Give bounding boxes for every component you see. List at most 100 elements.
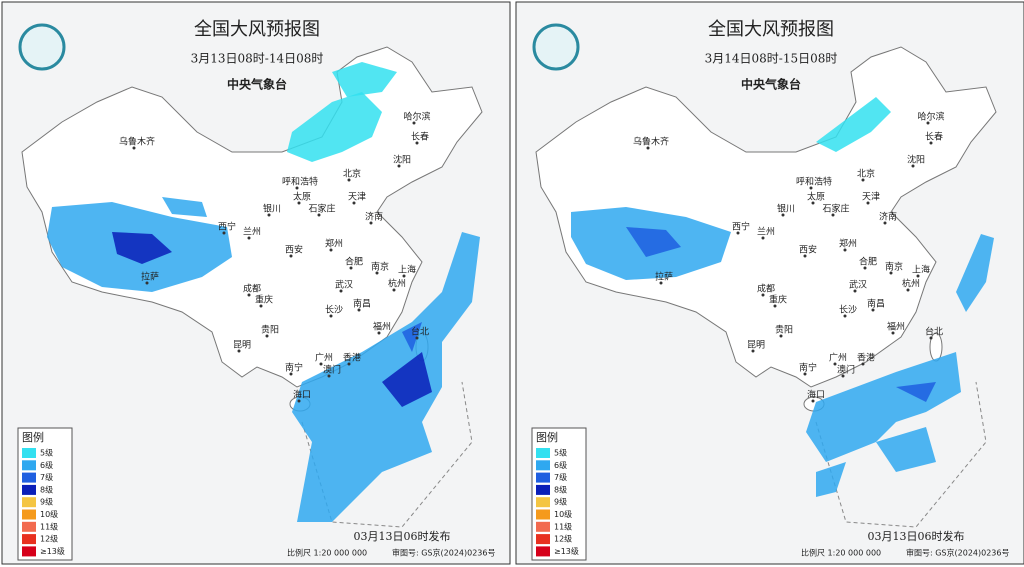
city-label: 西安 (285, 244, 303, 256)
city-label: 银川 (263, 203, 281, 215)
city-dot (265, 334, 269, 338)
city-dot (843, 248, 847, 252)
wind-area (402, 322, 422, 352)
map-title: 全国大风预报图 (708, 19, 834, 40)
wind-area (292, 232, 480, 522)
city-dot (841, 374, 845, 378)
legend-label: 9级 (554, 497, 567, 507)
city-dot (339, 289, 343, 293)
legend-label: 11级 (40, 521, 58, 531)
city-label: 台北 (411, 326, 429, 338)
city-label: 成都 (757, 283, 775, 295)
city-dot (843, 314, 847, 318)
city-label: 武汉 (335, 279, 353, 291)
city-label: 上海 (912, 264, 930, 276)
city-dot (646, 146, 650, 150)
china-outline (535, 46, 997, 388)
city-label: 济南 (365, 211, 383, 223)
city-label: 呼和浩特 (282, 176, 318, 188)
wind-area (816, 97, 891, 152)
city-dot (352, 201, 356, 205)
city-dot (402, 274, 406, 278)
city-dot (803, 254, 807, 258)
city-dot (132, 146, 136, 150)
legend-label: 6级 (554, 460, 567, 470)
wind-area (332, 62, 397, 97)
city-dot (916, 274, 920, 278)
legend-label: 12级 (554, 534, 572, 544)
city-label: 台北 (925, 326, 943, 338)
legend-label: 10级 (554, 509, 572, 519)
city-label: 兰州 (757, 226, 775, 238)
city-label: 合肥 (859, 256, 877, 268)
approval-no: 审图号: GS京(2024)0236号 (906, 548, 1009, 558)
city-label: 武汉 (849, 279, 867, 291)
city-dot (861, 178, 865, 182)
legend-swatch (22, 534, 36, 545)
city-dot (761, 236, 765, 240)
legend-swatch (22, 509, 36, 520)
legend-swatch (536, 509, 550, 520)
city-dot (329, 248, 333, 252)
city-label: 杭州 (902, 278, 920, 290)
sea-boundary (815, 381, 987, 528)
city-dot (237, 349, 241, 353)
wind-area (287, 92, 382, 162)
city-label: 重庆 (255, 294, 273, 306)
legend-swatch (536, 521, 550, 532)
legend-swatch (22, 497, 36, 508)
legend-swatch (22, 472, 36, 483)
city-dot (347, 178, 351, 182)
city-label: 乌鲁木齐 (633, 136, 669, 148)
city-dot (883, 221, 887, 225)
city-dot (319, 362, 323, 366)
city-label: 石家庄 (308, 203, 335, 215)
city-dot (357, 308, 361, 312)
city-dot (412, 121, 416, 125)
city-label: 西宁 (218, 221, 236, 233)
legend-swatch (536, 448, 550, 458)
legend-label: ≥13级 (554, 546, 579, 556)
legend-swatch (22, 484, 36, 495)
city-dot (259, 304, 263, 308)
city-dot (781, 213, 785, 217)
city-label: 贵阳 (775, 324, 793, 336)
city-dot (415, 336, 419, 340)
city-label: 西宁 (732, 221, 750, 233)
wind-area (956, 234, 994, 312)
city-dot (397, 164, 401, 168)
legend-label: 10级 (40, 509, 58, 519)
city-label: 长春 (411, 131, 429, 143)
city-dot (736, 231, 740, 235)
legend-title: 图例 (22, 430, 44, 444)
legend-swatch (22, 460, 36, 471)
wind-area (876, 427, 936, 472)
city-dot (811, 201, 815, 205)
legend-title: 图例 (536, 430, 558, 444)
city-label: 南昌 (867, 298, 885, 310)
city-label: 海口 (807, 389, 825, 401)
city-label: 北京 (343, 168, 361, 180)
approval-no: 审图号: GS京(2024)0236号 (392, 548, 495, 558)
map-issuer: 中央气象台 (227, 77, 287, 92)
city-label: 广州 (829, 352, 847, 364)
legend-label: 5级 (554, 448, 567, 458)
city-dot (861, 362, 865, 366)
city-label: 南宁 (285, 362, 303, 374)
wind-area (896, 382, 936, 402)
city-dot (911, 164, 915, 168)
city-label: 天津 (348, 192, 366, 203)
legend-label: 9级 (40, 497, 53, 507)
city-dot (327, 374, 331, 378)
legend-label: ≥13级 (40, 546, 65, 556)
legend-swatch (22, 448, 36, 458)
city-dot (349, 266, 353, 270)
city-dot (377, 331, 381, 335)
city-label: 哈尔滨 (917, 111, 944, 123)
city-label: 北京 (857, 168, 875, 180)
city-dot (811, 399, 815, 403)
city-label: 郑州 (325, 238, 343, 250)
